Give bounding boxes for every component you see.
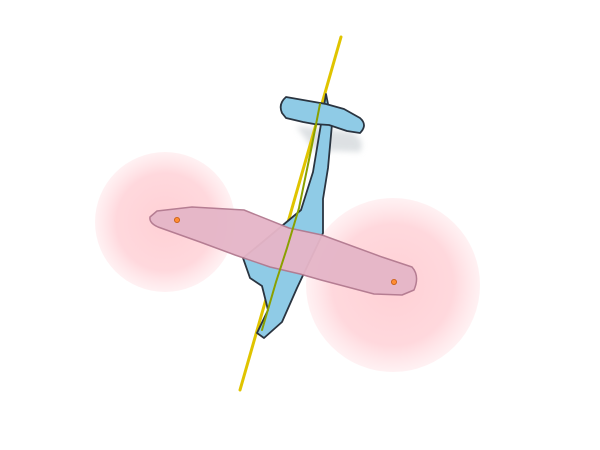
tail-plane — [279, 96, 365, 134]
wing-marker-left — [173, 216, 180, 223]
spine-line — [261, 103, 321, 331]
main-wing — [149, 206, 418, 296]
wing-marker-right — [390, 278, 397, 285]
thrust-axis-line — [238, 35, 343, 392]
